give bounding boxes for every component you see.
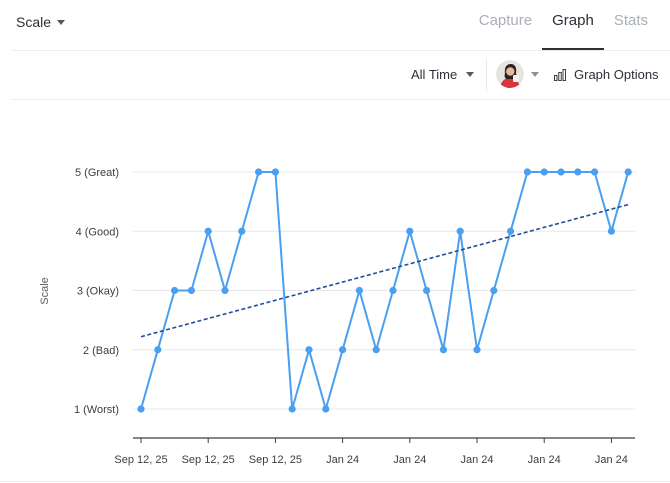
data-point — [490, 286, 498, 295]
y-tick-label: 1 (Worst) — [74, 404, 119, 416]
toolbar-separator — [486, 59, 487, 91]
x-tick-label: Sep 12, 25 — [249, 454, 302, 466]
user-avatar-icon — [496, 60, 524, 88]
data-point — [523, 168, 532, 176]
data-point — [507, 227, 515, 235]
scale-dropdown[interactable]: Scale — [16, 14, 66, 30]
data-point — [339, 346, 347, 354]
user-selector[interactable] — [496, 60, 539, 88]
data-point — [271, 168, 279, 176]
y-tick-label: 5 (Great) — [75, 167, 119, 179]
y-tick-label: 3 (Okay) — [77, 286, 119, 298]
data-point — [423, 286, 431, 295]
x-tick-label: Jan 24 — [460, 454, 493, 466]
data-point — [540, 168, 548, 176]
y-tick-label: 4 (Good) — [76, 226, 119, 238]
x-tick-label: Jan 24 — [393, 454, 426, 466]
data-point — [322, 405, 330, 413]
data-point — [154, 346, 162, 354]
x-tick-label: Jan 24 — [595, 454, 628, 466]
data-point — [255, 168, 263, 176]
y-tick-label: 2 (Bad) — [83, 345, 119, 357]
data-point — [473, 346, 481, 354]
caret-down-icon — [466, 72, 475, 77]
graph-options-button[interactable]: Graph Options — [554, 67, 659, 82]
data-point — [187, 286, 195, 295]
toolbar-divider — [12, 99, 670, 100]
data-point — [557, 168, 565, 176]
data-point — [406, 227, 414, 235]
data-point — [591, 168, 599, 176]
data-point — [372, 346, 380, 354]
x-tick-label: Jan 24 — [528, 454, 561, 466]
data-point — [288, 405, 296, 413]
caret-down-icon — [531, 71, 539, 77]
data-point — [624, 168, 632, 176]
tab-stats[interactable]: Stats — [613, 12, 648, 29]
top-bar: Scale Capture Graph Stats — [0, 0, 670, 50]
data-point — [305, 346, 313, 354]
x-tick-label: Sep 12, 25 — [182, 454, 235, 466]
x-tick-label: Sep 12, 25 — [114, 454, 167, 466]
data-point — [221, 286, 229, 295]
tab-graph[interactable]: Graph — [542, 0, 604, 50]
bar-chart-icon — [554, 68, 566, 81]
y-axis-title: Scale — [39, 277, 51, 305]
timeframe-dropdown[interactable]: All Time — [411, 67, 475, 82]
data-point — [574, 168, 582, 176]
timeframe-label: All Time — [411, 67, 458, 82]
data-point — [439, 346, 447, 354]
bottom-divider — [0, 481, 670, 482]
data-point — [389, 286, 397, 295]
tab-capture[interactable]: Capture — [478, 12, 533, 29]
graph-toolbar: All Time Graph Options — [0, 51, 670, 99]
view-tabs: Capture Graph Stats — [469, 0, 658, 50]
top-divider — [12, 50, 670, 51]
data-point — [171, 286, 179, 295]
scale-dropdown-label: Scale — [16, 14, 52, 30]
data-point — [607, 227, 616, 235]
data-point — [456, 227, 464, 235]
data-point — [137, 405, 145, 413]
graph-options-label: Graph Options — [574, 67, 659, 82]
data-point — [238, 227, 246, 235]
data-point — [204, 227, 212, 235]
x-tick-label: Jan 24 — [326, 454, 359, 466]
caret-down-icon — [57, 19, 66, 25]
data-point — [355, 286, 363, 295]
